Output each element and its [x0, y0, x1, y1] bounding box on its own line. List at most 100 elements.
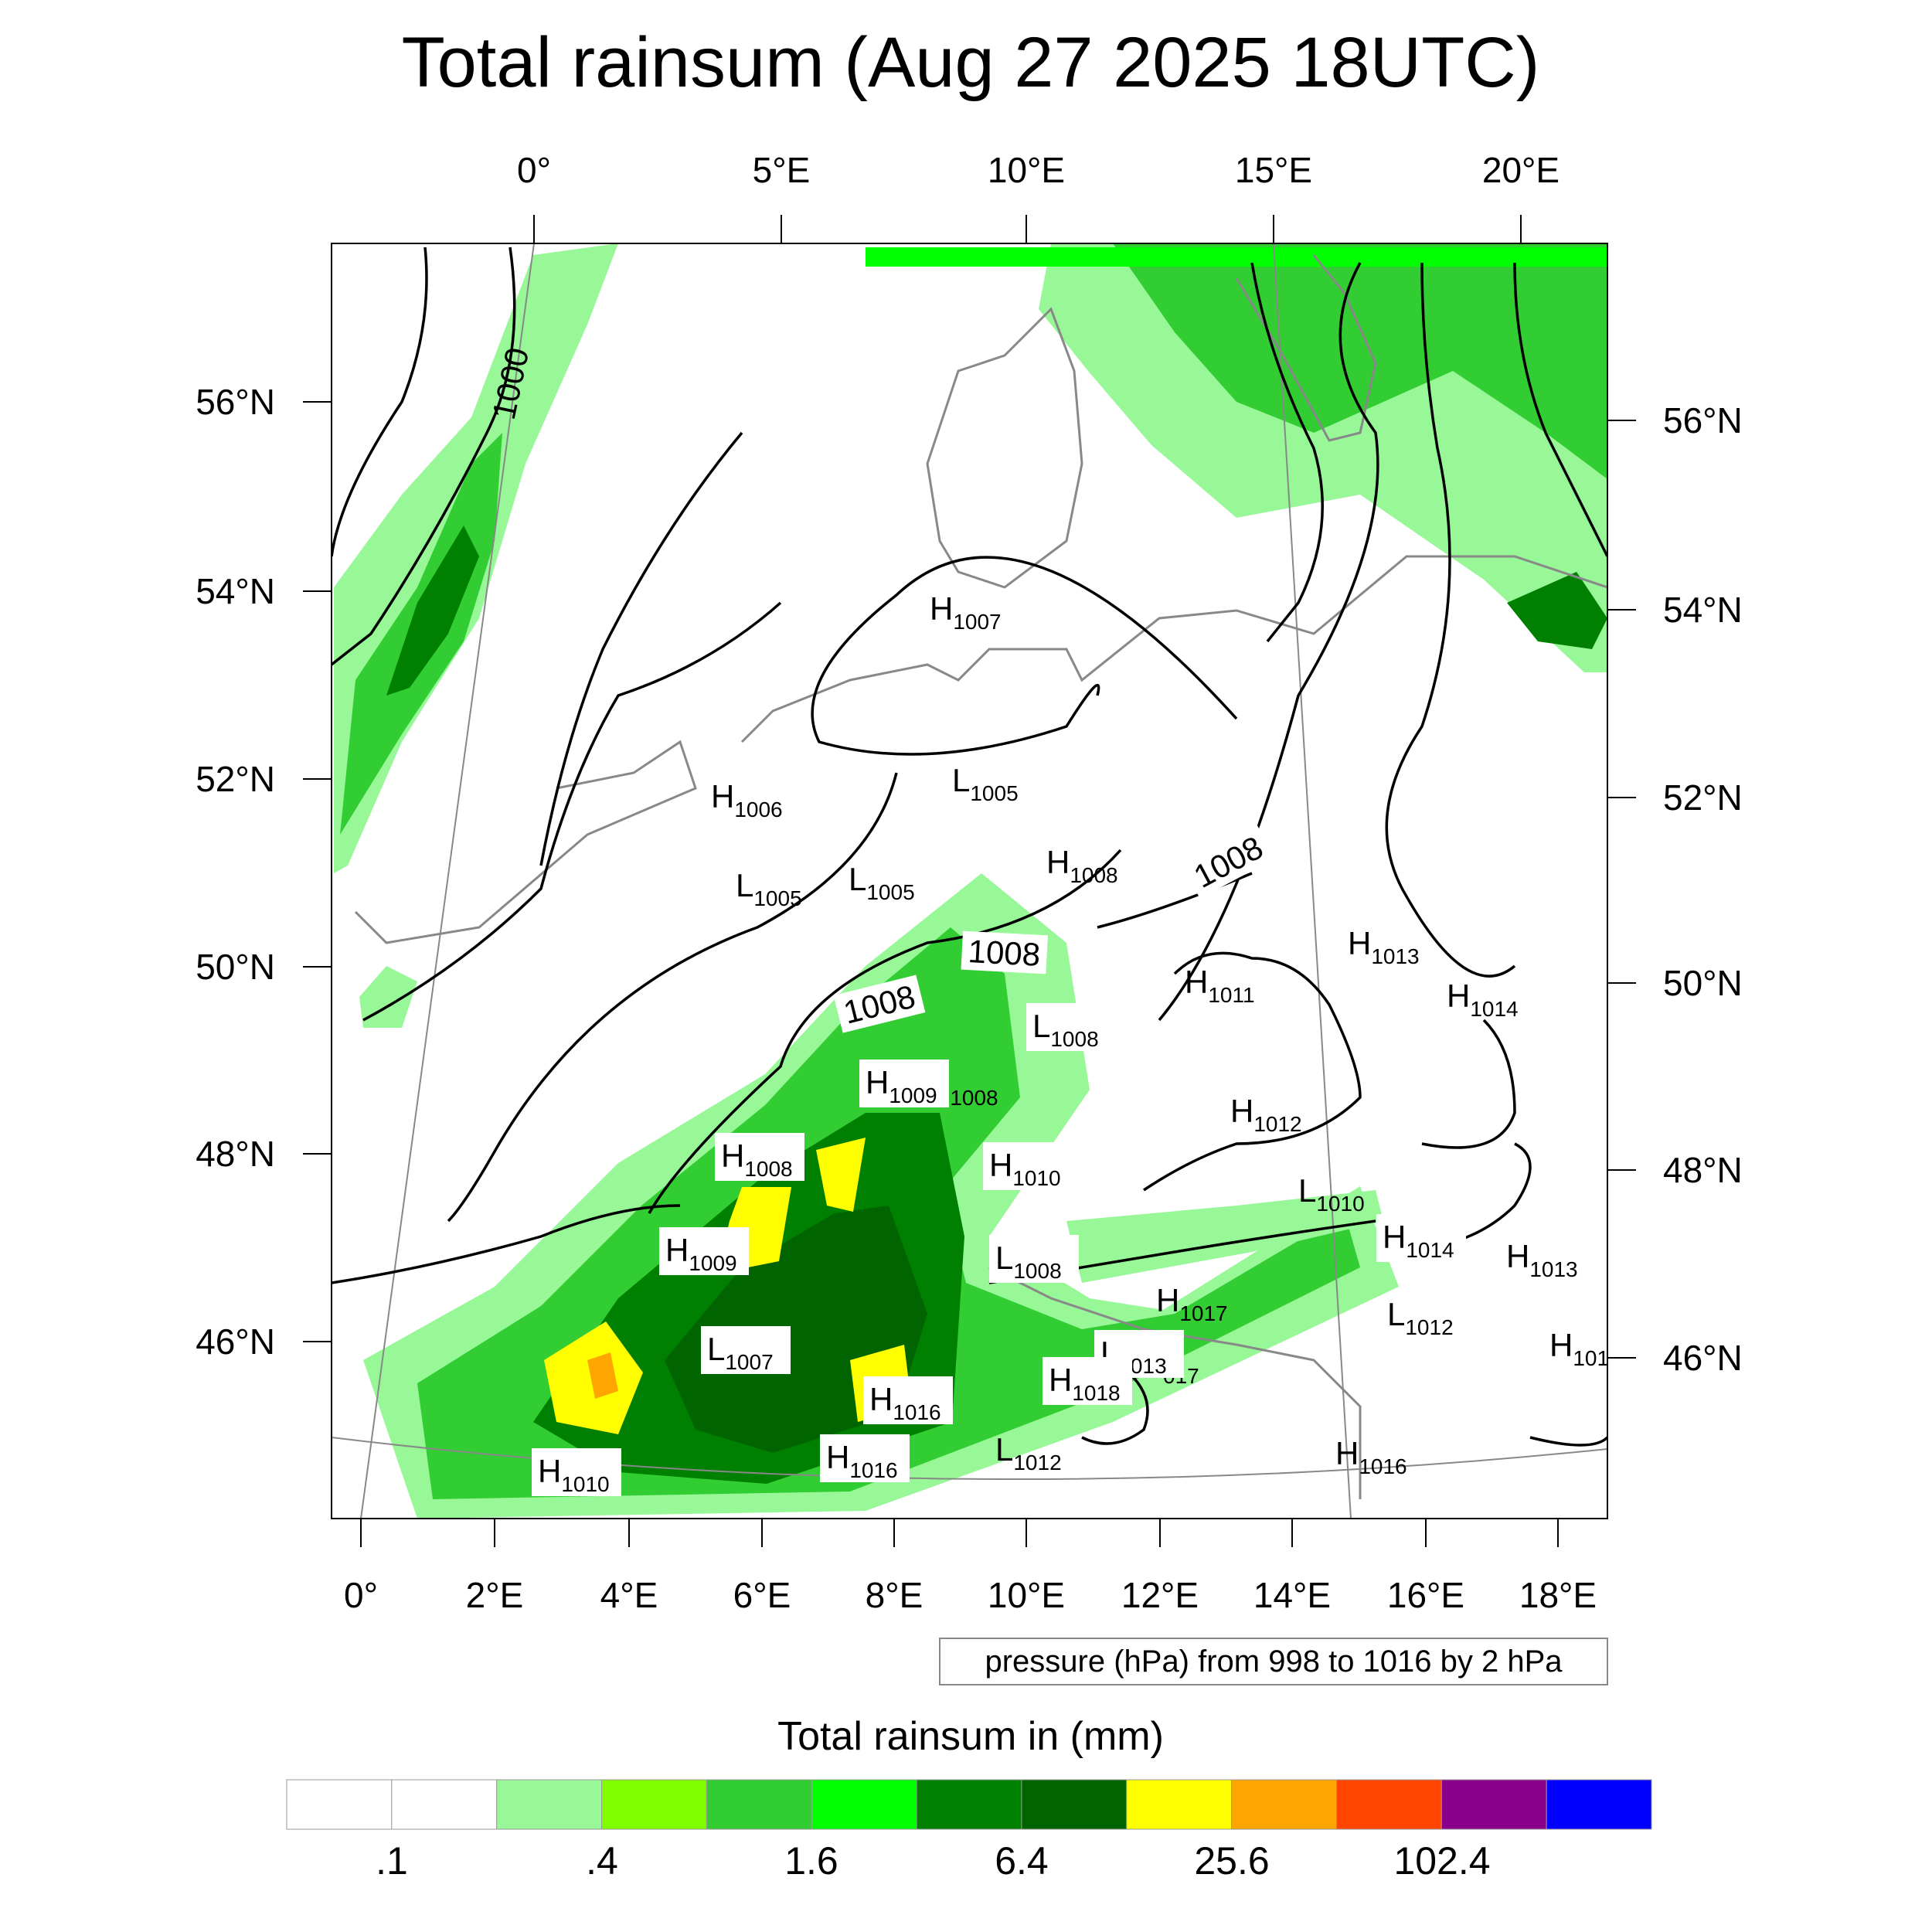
svg-text:L1008: L1008 — [1032, 1008, 1099, 1051]
bottom-lon-axis: 0° 2°E 4°E 6°E 8°E 10°E 12°E 14°E 16°E 1… — [344, 1575, 1597, 1615]
low-pressure-label: L1008 — [989, 1235, 1079, 1283]
pressure-type: H — [1156, 1282, 1179, 1318]
pressure-value: 1011 — [1208, 983, 1254, 1007]
low-pressure-label: L1005 — [952, 762, 1019, 805]
colorbar-label: .4 — [586, 1839, 618, 1883]
low-pressure-label: L1005 — [736, 867, 802, 910]
pressure-value: 1012 — [1013, 1451, 1061, 1475]
high-pressure-label: H101 — [1549, 1327, 1609, 1370]
contour-info-box: pressure (hPa) from 998 to 1016 by 2 hPa — [939, 1638, 1608, 1685]
lon-label: 18°E — [1519, 1575, 1597, 1615]
high-pressure-label: H1017 — [1156, 1282, 1228, 1325]
pressure-type: H — [826, 1439, 849, 1475]
lon-label: 5°E — [753, 150, 811, 190]
pressure-value: 1008 — [1013, 1259, 1061, 1283]
svg-text:H1018: H1018 — [1049, 1362, 1121, 1405]
high-pressure-label: H1010 — [983, 1142, 1073, 1190]
high-pressure-label: H1010 — [532, 1448, 621, 1496]
pressure-value: 1006 — [734, 798, 782, 821]
svg-text:H101: H101 — [1549, 1327, 1609, 1370]
pressure-value: 1009 — [689, 1251, 736, 1275]
rain-heavy-east — [816, 1138, 866, 1212]
colorbar-swatch — [1231, 1779, 1337, 1830]
pressure-type: H — [1049, 1362, 1072, 1398]
pressure-type: L — [1387, 1296, 1405, 1332]
svg-text:H1013: H1013 — [1506, 1238, 1578, 1281]
pressure-type: L — [1032, 1008, 1050, 1044]
svg-text:H1010: H1010 — [538, 1453, 610, 1496]
isobars — [332, 247, 1607, 1447]
lon-label: 10°E — [988, 150, 1065, 190]
pressure-value: 1007 — [953, 610, 1001, 634]
left-lat-axis: 56°N 54°N 52°N 50°N 48°N 46°N — [196, 382, 275, 1362]
lon-label: 2°E — [466, 1575, 524, 1615]
contour-line-labels: 1000 1008 1008 1008 -1008 017 — [485, 345, 1275, 1388]
top-ticks — [303, 215, 1636, 1547]
pressure-value: 1010 — [1012, 1166, 1060, 1190]
pressure-value: 1016 — [849, 1458, 897, 1482]
low-pressure-label: L1007 — [701, 1326, 791, 1374]
contour-info-text: pressure (hPa) from 998 to 1016 by 2 hPa — [985, 1645, 1563, 1679]
high-pressure-label: H1014 — [1447, 978, 1519, 1021]
pressure-type: H — [665, 1232, 689, 1268]
lat-label: 46°N — [196, 1321, 275, 1362]
high-pressure-label: H1018 — [1043, 1357, 1132, 1405]
pressure-type: H — [721, 1138, 744, 1174]
colorbar-swatch — [496, 1779, 603, 1830]
svg-text:H1012: H1012 — [1230, 1093, 1302, 1136]
rain-uk-dark — [386, 526, 479, 696]
svg-text:H1016: H1016 — [826, 1439, 898, 1482]
lon-label: 0° — [517, 150, 551, 190]
high-pressure-label: H1008 — [715, 1133, 804, 1181]
colorbar-swatch — [811, 1779, 917, 1830]
svg-text:H1009: H1009 — [866, 1064, 937, 1107]
contour-label: 1008 — [1188, 829, 1269, 895]
pressure-type: H — [930, 590, 953, 627]
rain-baltic-green — [1113, 243, 1607, 479]
svg-text:H1013: H1013 — [1348, 925, 1420, 968]
lat-label: 52°N — [196, 759, 275, 799]
svg-text:H1008: H1008 — [721, 1138, 793, 1181]
pressure-type: H — [1335, 1435, 1359, 1471]
pressure-type: H — [1185, 964, 1208, 1000]
colorbar-title: Total rainsum in (mm) — [777, 1714, 1164, 1759]
colorbar-swatch — [1335, 1779, 1442, 1830]
pressure-value: 1005 — [866, 880, 914, 904]
svg-text:H1006: H1006 — [711, 778, 783, 821]
lon-label: 4°E — [600, 1575, 658, 1615]
pressure-type: H — [711, 778, 734, 815]
rain-channel-light — [359, 966, 417, 1028]
svg-text:L1012: L1012 — [995, 1431, 1062, 1475]
svg-text:L1010: L1010 — [1298, 1172, 1365, 1216]
lon-label: 20°E — [1482, 150, 1560, 190]
pressure-type: H — [989, 1147, 1012, 1183]
colorbar-label: 1.6 — [784, 1839, 838, 1883]
svg-text:L1005: L1005 — [849, 861, 915, 904]
lon-label: 6°E — [733, 1575, 791, 1615]
rain-very-heavy — [587, 1352, 618, 1399]
pressure-value: 1014 — [1470, 997, 1518, 1021]
high-pressure-label: H1013 — [1506, 1238, 1578, 1281]
lat-label: 50°N — [196, 947, 275, 987]
svg-text:L1005: L1005 — [952, 762, 1019, 805]
svg-text:H1009: H1009 — [665, 1232, 737, 1275]
pressure-value: 1010 — [561, 1472, 609, 1496]
lon-label: 15°E — [1235, 150, 1312, 190]
pressure-value: 1017 — [1179, 1301, 1227, 1325]
svg-text:H1007: H1007 — [930, 590, 1002, 634]
lon-label: 0° — [344, 1575, 378, 1615]
pressure-type: H — [1046, 844, 1070, 880]
pressure-type: H — [1230, 1093, 1253, 1129]
colorbar-swatch — [706, 1779, 812, 1830]
colorbar-swatch — [391, 1779, 498, 1830]
high-pressure-label: H1013 — [1348, 925, 1420, 968]
pressure-type: H — [538, 1453, 561, 1489]
low-pressure-label: L1012 — [995, 1431, 1062, 1475]
pressure-value: 1008 — [1050, 1027, 1098, 1051]
high-pressure-label: H1012 — [1230, 1093, 1302, 1136]
lat-label: 48°N — [196, 1134, 275, 1174]
pressure-type: L — [952, 762, 970, 798]
lat-label: 54°N — [196, 571, 275, 611]
pressure-value: 1008 — [1070, 863, 1117, 887]
